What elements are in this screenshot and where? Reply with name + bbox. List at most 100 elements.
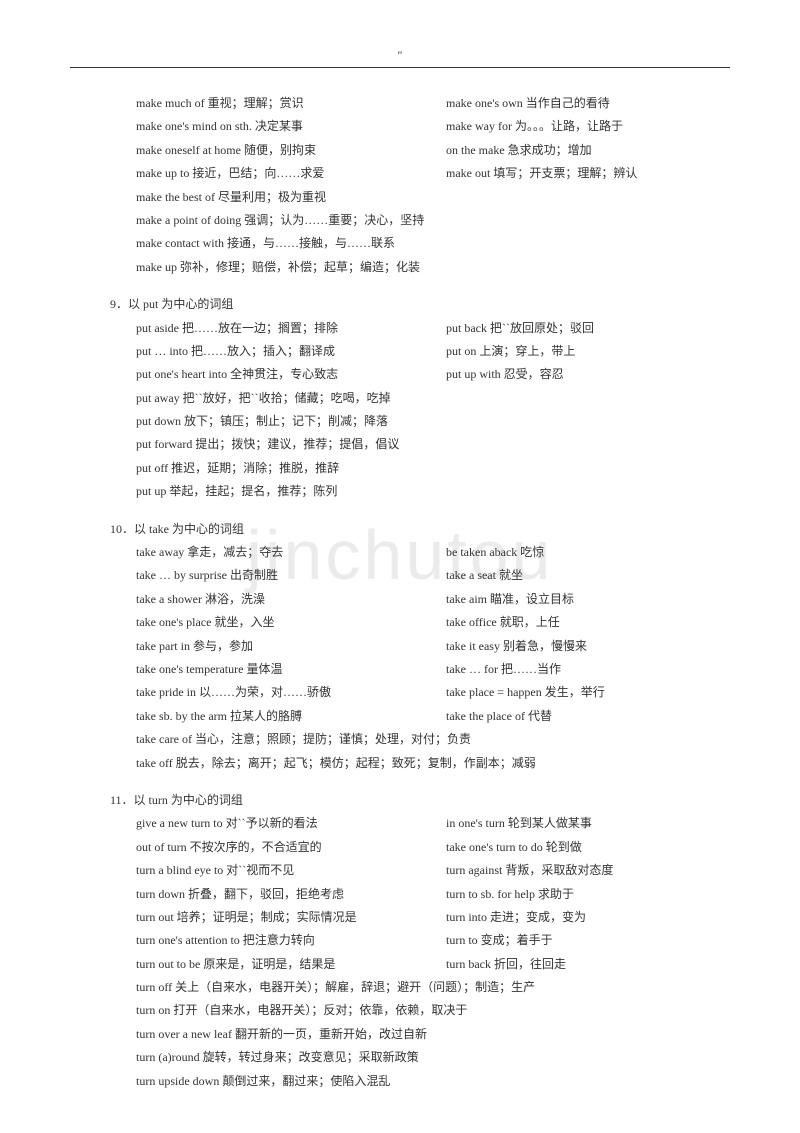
phrase-left: take a shower 淋浴，洗澡 bbox=[136, 588, 446, 611]
phrase-left: make oneself at home 随便，别拘束 bbox=[136, 139, 446, 162]
phrase-left: put … into 把……放入；插入；翻译成 bbox=[136, 340, 446, 363]
phrase-row: put aside 把……放在一边；搁置；排除put back 把``放回原处；… bbox=[136, 317, 730, 340]
phrase-left: turn out 培养；证明是；制成；实际情况是 bbox=[136, 906, 446, 929]
phrase-row: put up 举起，挂起；提名，推荐；陈列 bbox=[136, 480, 730, 503]
phrase-row: turn one's attention to 把注意力转向turn to 变成… bbox=[136, 929, 730, 952]
phrase-right: turn to 变成；着手于 bbox=[446, 929, 730, 952]
phrase-right: take a seat 就坐 bbox=[446, 564, 730, 587]
phrase-right: turn back 折回，往回走 bbox=[446, 953, 730, 976]
phrase-full: make the best of 尽量利用；极为重视 bbox=[136, 186, 730, 209]
phrase-left: give a new turn to 对``予以新的看法 bbox=[136, 812, 446, 835]
phrase-full: turn over a new leaf 翻开新的一页，重新开始，改过自新 bbox=[136, 1023, 730, 1046]
phrase-row: make a point of doing 强调；认为……重要；决心，坚持 bbox=[136, 209, 730, 232]
phrase-right: turn to sb. for help 求助于 bbox=[446, 883, 730, 906]
header-quote: " bbox=[70, 48, 730, 63]
phrase-right: on the make 急求成功；增加 bbox=[446, 139, 730, 162]
phrase-full: put up 举起，挂起；提名，推荐；陈列 bbox=[136, 480, 730, 503]
phrase-right: take … for 把……当作 bbox=[446, 658, 730, 681]
phrase-right: turn against 背叛，采取敌对态度 bbox=[446, 859, 730, 882]
phrase-row: take … by surprise 出奇制胜take a seat 就坐 bbox=[136, 564, 730, 587]
phrase-right: take it easy 别着急，慢慢来 bbox=[446, 635, 730, 658]
phrase-left: turn one's attention to 把注意力转向 bbox=[136, 929, 446, 952]
phrase-row: make the best of 尽量利用；极为重视 bbox=[136, 186, 730, 209]
phrase-row: put away 把``放好，把``收拾；储藏；吃喝，吃掉 bbox=[136, 387, 730, 410]
phrase-left: put one's heart into 全神贯注，专心致志 bbox=[136, 363, 446, 386]
phrase-row: put one's heart into 全神贯注，专心致志put up wit… bbox=[136, 363, 730, 386]
section-title: 11．以 turn 为中心的词组 bbox=[110, 789, 730, 812]
phrase-full: take off 脱去，除去；离开；起飞；模仿；起程；致死；复制，作副本；减弱 bbox=[136, 752, 730, 775]
phrase-full: turn (a)round 旋转，转过身来；改变意见；采取新政策 bbox=[136, 1046, 730, 1069]
phrase-right: turn into 走进；变成，变为 bbox=[446, 906, 730, 929]
content-area: make much of 重视；理解；赏识make one's own 当作自己… bbox=[70, 92, 730, 1093]
phrase-right: take place = happen 发生，举行 bbox=[446, 681, 730, 704]
phrase-right: be taken aback 吃惊 bbox=[446, 541, 730, 564]
section-title: 10．以 take 为中心的词组 bbox=[110, 518, 730, 541]
phrase-right: take one's turn to do 轮到做 bbox=[446, 836, 730, 859]
phrase-left: take … by surprise 出奇制胜 bbox=[136, 564, 446, 587]
phrase-full: turn upside down 颠倒过来，翻过来；使陷入混乱 bbox=[136, 1070, 730, 1093]
phrase-full: take care of 当心，注意；照顾；提防；谨慎；处理，对付；负责 bbox=[136, 728, 730, 751]
phrase-left: turn down 折叠，翻下，驳回，拒绝考虑 bbox=[136, 883, 446, 906]
phrase-right: make way for 为。。。让路，让路于 bbox=[446, 115, 730, 138]
phrase-row: take pride in 以……为荣，对……骄傲take place = ha… bbox=[136, 681, 730, 704]
phrase-left: turn a blind eye to 对``视而不见 bbox=[136, 859, 446, 882]
header-rule bbox=[70, 67, 730, 68]
phrase-row: turn out to be 原来是，证明是，结果是turn back 折回，往… bbox=[136, 953, 730, 976]
page: " make much of 重视；理解；赏识make one's own 当作… bbox=[0, 0, 800, 1133]
phrase-right: put back 把``放回原处；驳回 bbox=[446, 317, 730, 340]
phrase-left: put aside 把……放在一边；搁置；排除 bbox=[136, 317, 446, 340]
phrase-full: make a point of doing 强调；认为……重要；决心，坚持 bbox=[136, 209, 730, 232]
phrase-full: put off 推迟，延期；消除；推脱，推辞 bbox=[136, 457, 730, 480]
section-title-text: 11．以 turn 为中心的词组 bbox=[110, 789, 730, 812]
phrase-row: put down 放下；镇压；制止；记下；削减；降落 bbox=[136, 410, 730, 433]
phrase-row: take one's temperature 量体温take … for 把……… bbox=[136, 658, 730, 681]
phrase-row: turn upside down 颠倒过来，翻过来；使陷入混乱 bbox=[136, 1070, 730, 1093]
phrase-right: put up with 忍受，容忍 bbox=[446, 363, 730, 386]
phrase-full: make up 弥补，修理；赔偿，补偿；起草；编造；化装 bbox=[136, 256, 730, 279]
phrase-row: make contact with 接通，与……接触，与……联系 bbox=[136, 232, 730, 255]
phrase-left: take away 拿走，减去；夺去 bbox=[136, 541, 446, 564]
phrase-right: take the place of 代替 bbox=[446, 705, 730, 728]
phrase-row: make up 弥补，修理；赔偿，补偿；起草；编造；化装 bbox=[136, 256, 730, 279]
phrase-full: put away 把``放好，把``收拾；储藏；吃喝，吃掉 bbox=[136, 387, 730, 410]
phrase-left: take pride in 以……为荣，对……骄傲 bbox=[136, 681, 446, 704]
section-title: 9．以 put 为中心的词组 bbox=[110, 293, 730, 316]
phrase-right: make one's own 当作自己的看待 bbox=[446, 92, 730, 115]
phrase-row: put … into 把……放入；插入；翻译成put on 上演；穿上，带上 bbox=[136, 340, 730, 363]
phrase-row: give a new turn to 对``予以新的看法in one's tur… bbox=[136, 812, 730, 835]
phrase-row: take a shower 淋浴，洗澡take aim 瞄准，设立目标 bbox=[136, 588, 730, 611]
phrase-left: turn out to be 原来是，证明是，结果是 bbox=[136, 953, 446, 976]
phrase-row: turn over a new leaf 翻开新的一页，重新开始，改过自新 bbox=[136, 1023, 730, 1046]
phrase-right: make out 填写；开支票；理解；辨认 bbox=[446, 162, 730, 185]
phrase-row: make much of 重视；理解；赏识make one's own 当作自己… bbox=[136, 92, 730, 115]
phrase-full: put forward 提出；拨快；建议，推荐；提倡，倡议 bbox=[136, 433, 730, 456]
phrase-row: make up to 接近，巴结；向……求爱make out 填写；开支票；理解… bbox=[136, 162, 730, 185]
phrase-row: take part in 参与，参加take it easy 别着急，慢慢来 bbox=[136, 635, 730, 658]
phrase-row: take sb. by the arm 拉某人的胳膊take the place… bbox=[136, 705, 730, 728]
phrase-full: make contact with 接通，与……接触，与……联系 bbox=[136, 232, 730, 255]
phrase-row: turn a blind eye to 对``视而不见turn against … bbox=[136, 859, 730, 882]
phrase-right: take office 就职，上任 bbox=[446, 611, 730, 634]
phrase-row: make oneself at home 随便，别拘束on the make 急… bbox=[136, 139, 730, 162]
phrase-right: put on 上演；穿上，带上 bbox=[446, 340, 730, 363]
phrase-full: put down 放下；镇压；制止；记下；削减；降落 bbox=[136, 410, 730, 433]
phrase-row: turn (a)round 旋转，转过身来；改变意见；采取新政策 bbox=[136, 1046, 730, 1069]
section-title-text: 9．以 put 为中心的词组 bbox=[110, 293, 730, 316]
phrase-row: turn down 折叠，翻下，驳回，拒绝考虑turn to sb. for h… bbox=[136, 883, 730, 906]
phrase-row: turn on 打开（自来水，电器开关）；反对；依靠，依赖，取决于 bbox=[136, 999, 730, 1022]
phrase-row: out of turn 不按次序的，不合适宜的take one's turn t… bbox=[136, 836, 730, 859]
phrase-left: take one's place 就坐，入坐 bbox=[136, 611, 446, 634]
phrase-row: put forward 提出；拨快；建议，推荐；提倡，倡议 bbox=[136, 433, 730, 456]
phrase-row: take care of 当心，注意；照顾；提防；谨慎；处理，对付；负责 bbox=[136, 728, 730, 751]
phrase-right: take aim 瞄准，设立目标 bbox=[446, 588, 730, 611]
phrase-row: take away 拿走，减去；夺去be taken aback 吃惊 bbox=[136, 541, 730, 564]
phrase-row: turn off 关上（自来水，电器开关）；解雇，辞退；避开（问题）；制造；生产 bbox=[136, 976, 730, 999]
phrase-right: in one's turn 轮到某人做某事 bbox=[446, 812, 730, 835]
phrase-left: out of turn 不按次序的，不合适宜的 bbox=[136, 836, 446, 859]
phrase-full: turn on 打开（自来水，电器开关）；反对；依靠，依赖，取决于 bbox=[136, 999, 730, 1022]
phrase-left: take sb. by the arm 拉某人的胳膊 bbox=[136, 705, 446, 728]
phrase-full: turn off 关上（自来水，电器开关）；解雇，辞退；避开（问题）；制造；生产 bbox=[136, 976, 730, 999]
phrase-row: turn out 培养；证明是；制成；实际情况是turn into 走进；变成，… bbox=[136, 906, 730, 929]
phrase-left: make much of 重视；理解；赏识 bbox=[136, 92, 446, 115]
phrase-left: make up to 接近，巴结；向……求爱 bbox=[136, 162, 446, 185]
